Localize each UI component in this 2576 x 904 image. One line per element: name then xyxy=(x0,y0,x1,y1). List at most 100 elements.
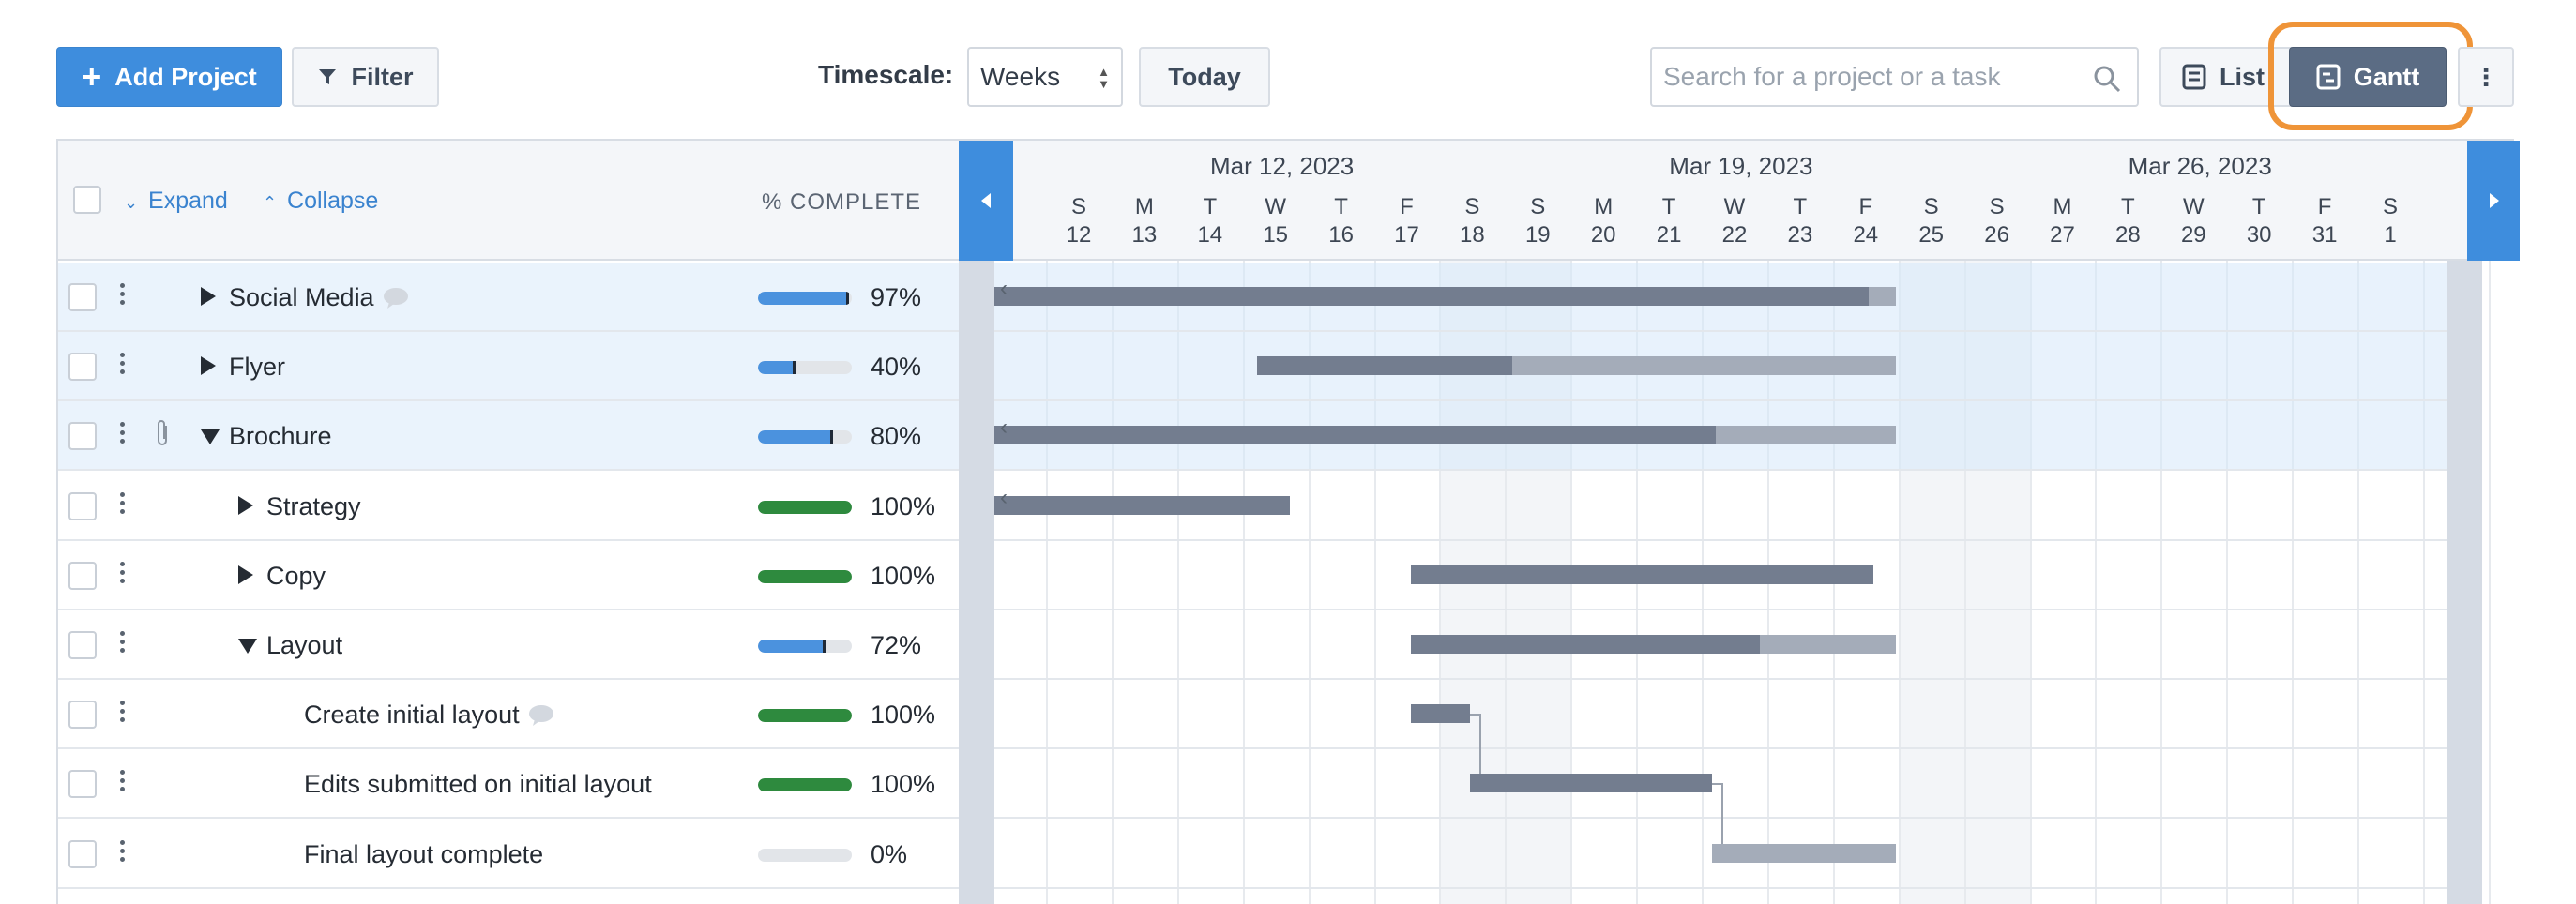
task-name[interactable]: Copy xyxy=(266,561,326,590)
grid-line xyxy=(1046,261,1048,904)
gantt-bar[interactable] xyxy=(1410,565,1873,584)
expand-all-button[interactable]: ⌄ Expand xyxy=(124,188,228,215)
task-row[interactable]: Copy 100% xyxy=(58,541,959,610)
row-menu-icon[interactable] xyxy=(120,561,129,587)
row-menu-icon[interactable] xyxy=(120,353,129,378)
scroll-left-button[interactable] xyxy=(959,141,1013,261)
row-checkbox[interactable] xyxy=(68,701,97,730)
row-checkbox[interactable] xyxy=(68,631,97,659)
collapse-all-button[interactable]: ⌃ Collapse xyxy=(263,188,378,215)
percent-complete-value: 72% xyxy=(871,631,922,659)
caret-right-icon[interactable] xyxy=(201,287,216,306)
row-menu-icon[interactable] xyxy=(120,283,129,309)
grid-line xyxy=(2095,261,2098,904)
day-label: F 24 xyxy=(1843,193,1888,249)
week-label: Mar 26, 2023 xyxy=(2128,152,2272,180)
gantt-bar[interactable] xyxy=(994,495,1290,515)
caret-right-icon[interactable] xyxy=(201,356,216,376)
task-row[interactable]: Edits submitted on initial layout 100% xyxy=(58,749,959,820)
caret-down-icon[interactable] xyxy=(201,429,220,445)
task-name[interactable]: Brochure xyxy=(229,422,332,451)
select-all-checkbox[interactable] xyxy=(73,186,101,214)
gantt-bar[interactable] xyxy=(994,287,1897,306)
task-row[interactable]: Layout 72% xyxy=(58,610,959,680)
row-menu-icon[interactable] xyxy=(120,701,129,726)
day-number: 20 xyxy=(1590,222,1616,248)
day-number: 21 xyxy=(1656,222,1682,248)
caret-down-icon[interactable] xyxy=(238,639,257,654)
today-button[interactable]: Today xyxy=(1139,47,1270,107)
chevron-left-icon[interactable]: ‹ xyxy=(1000,484,1008,510)
search-placeholder: Search for a project or a task xyxy=(1663,62,2001,91)
gantt-bar[interactable] xyxy=(1410,704,1470,724)
row-menu-icon[interactable] xyxy=(120,422,129,447)
row-checkbox[interactable] xyxy=(68,770,97,799)
task-row[interactable]: Strategy 100% xyxy=(58,472,959,541)
search-input[interactable]: Search for a project or a task xyxy=(1650,47,2139,107)
grid-line xyxy=(1111,261,1114,904)
filter-button[interactable]: Filter xyxy=(292,47,439,107)
gantt-bar[interactable] xyxy=(1410,635,1897,654)
gantt-bar[interactable] xyxy=(1256,356,1897,376)
row-menu-icon[interactable] xyxy=(120,770,129,795)
row-checkbox[interactable] xyxy=(68,561,97,590)
week-label: Mar 19, 2023 xyxy=(1669,152,1813,180)
grid-line xyxy=(1242,261,1245,904)
chevron-left-icon[interactable]: ‹ xyxy=(1000,276,1008,301)
day-letter: M xyxy=(1594,194,1614,219)
expand-label: Expand xyxy=(148,188,228,214)
row-checkbox[interactable] xyxy=(68,491,97,520)
task-row[interactable]: Create initial layout 100% xyxy=(58,680,959,750)
task-name[interactable]: Flyer xyxy=(229,353,285,382)
add-project-button[interactable]: + Add Project xyxy=(56,47,282,107)
task-row[interactable]: Social Media 97% xyxy=(58,263,959,332)
chevron-up-icon: ⌃ xyxy=(263,193,278,212)
day-letter: T xyxy=(2121,194,2135,219)
caret-right-icon[interactable] xyxy=(238,495,253,515)
row-checkbox[interactable] xyxy=(68,422,97,451)
task-name[interactable]: Create initial layout xyxy=(304,701,520,730)
task-name[interactable]: Social Media xyxy=(229,283,374,311)
gantt-bar[interactable] xyxy=(994,426,1897,445)
gantt-bar-complete xyxy=(1256,356,1513,376)
task-row[interactable]: Flyer 40% xyxy=(58,332,959,402)
row-checkbox[interactable] xyxy=(68,353,97,382)
row-menu-icon[interactable] xyxy=(120,491,129,518)
caret-right-icon[interactable] xyxy=(238,565,253,584)
caret-left-icon xyxy=(981,193,991,208)
progress-bar-fill xyxy=(758,500,852,514)
day-letter: S xyxy=(2382,194,2398,219)
timeline-row xyxy=(994,749,2447,820)
chevron-left-icon[interactable]: ‹ xyxy=(1000,414,1008,441)
grid-line xyxy=(1176,261,1179,904)
gantt-view-button[interactable]: Gantt xyxy=(2289,47,2447,107)
day-label: S 26 xyxy=(1975,193,2020,249)
more-options-button[interactable]: ⋮ xyxy=(2458,47,2514,107)
task-name[interactable]: Final layout complete xyxy=(304,839,544,868)
gantt-bar[interactable] xyxy=(1469,774,1713,793)
timescale-select[interactable]: Weeks ▲ ▼ xyxy=(967,47,1123,107)
scroll-right-button[interactable] xyxy=(2467,141,2520,261)
row-menu-icon[interactable] xyxy=(120,839,129,866)
row-menu-icon[interactable] xyxy=(120,631,129,656)
row-checkbox[interactable] xyxy=(68,839,97,868)
day-number: 17 xyxy=(1394,222,1419,248)
day-number: 24 xyxy=(1853,222,1879,248)
day-letter: S xyxy=(1923,194,1939,219)
percent-complete-value: 100% xyxy=(871,770,936,799)
task-name[interactable]: Layout xyxy=(266,631,343,659)
day-letter: W xyxy=(1723,194,1746,219)
comment-icon[interactable] xyxy=(527,704,555,731)
task-row[interactable]: Final layout complete 0% xyxy=(58,820,959,889)
task-row[interactable]: Brochure 80% xyxy=(58,401,959,472)
dependency-line xyxy=(1712,783,1724,844)
grid-line xyxy=(2029,261,2032,904)
row-checkbox[interactable] xyxy=(68,283,97,311)
comment-icon[interactable] xyxy=(382,287,410,314)
task-name[interactable]: Strategy xyxy=(266,491,361,520)
task-name[interactable]: Edits submitted on initial layout xyxy=(304,770,652,799)
grid-line xyxy=(2357,261,2359,904)
day-letter: F xyxy=(1858,194,1873,219)
gantt-bar[interactable] xyxy=(1712,843,1897,863)
filter-label: Filter xyxy=(351,62,414,91)
